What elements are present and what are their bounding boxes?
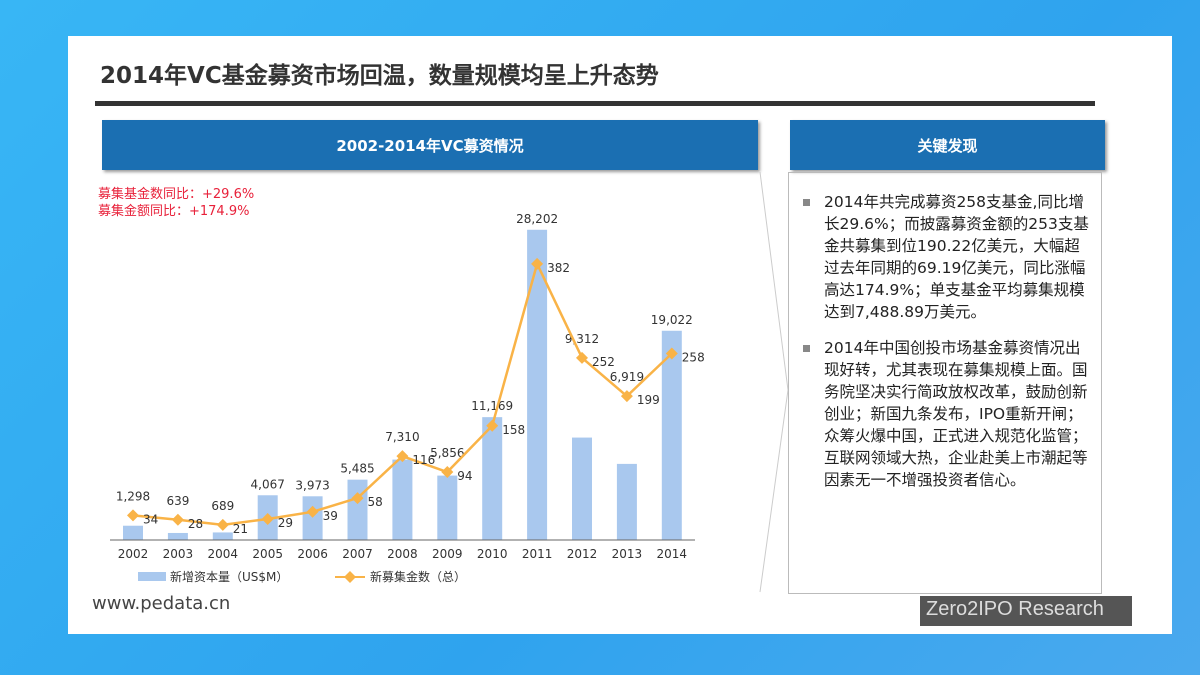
bar-label: 3,973 [295, 478, 329, 492]
bar-label: 639 [166, 494, 189, 508]
line-label: 94 [457, 469, 472, 483]
x-tick-label: 2011 [522, 547, 553, 561]
bar [347, 479, 368, 540]
line-point [531, 257, 544, 270]
finding-item: 2014年中国创投市场基金募资情况出现好转，尤其表现在募集规模上面。国务院坚决实… [801, 337, 1089, 491]
findings-box: 2014年共完成募资258支基金,同比增长29.6%；而披露募资金额的253支基… [788, 172, 1102, 594]
title-divider [95, 101, 1095, 106]
x-tick-label: 2002 [118, 547, 149, 561]
x-tick-label: 2006 [297, 547, 328, 561]
x-tick-label: 2003 [163, 547, 194, 561]
bar [437, 475, 458, 540]
source-link[interactable]: www.pedata.cn [92, 593, 231, 614]
x-tick-label: 2004 [208, 547, 239, 561]
legend-line-marker [344, 571, 356, 583]
bar-label: 28,202 [516, 212, 558, 226]
legend-bar-label: 新增资本量（US$M） [170, 569, 288, 584]
bullet-icon [803, 345, 810, 352]
bar [572, 437, 592, 540]
line-label: 34 [143, 512, 158, 526]
x-tick-label: 2007 [342, 547, 373, 561]
bar-label: 7,310 [385, 430, 419, 444]
bar [392, 459, 413, 540]
line-point [486, 419, 499, 432]
bar-label: 1,298 [116, 489, 150, 503]
legend-line-label: 新募集金数（总） [370, 569, 466, 584]
line-point [396, 450, 409, 463]
x-tick-label: 2014 [657, 547, 688, 561]
line-point [127, 509, 139, 522]
bar-label: 689 [211, 499, 234, 513]
line-point [306, 505, 319, 518]
bar [123, 525, 143, 540]
line-label: 28 [188, 517, 203, 531]
bar [302, 496, 323, 540]
note-count: 募集基金数同比：+29.6% [98, 187, 255, 202]
line-label: 382 [547, 261, 570, 275]
finding-text: 2014年中国创投市场基金募资情况出现好转，尤其表现在募集规模上面。国务院坚决实… [824, 339, 1088, 489]
bar-label: 11,169 [471, 399, 513, 413]
bar-label: 5,485 [340, 462, 374, 476]
bar-label: 5,856 [430, 446, 464, 460]
bar-label: 4,067 [251, 477, 285, 491]
bar-label: 19,022 [651, 313, 693, 327]
line-label: 116 [412, 453, 435, 467]
findings-header: 关键发现 [790, 120, 1105, 170]
growth-notes: 募集基金数同比：+29.6% 募集金额同比：+174.9% [98, 186, 254, 220]
slide-title: 2014年VC基金募资市场回温，数量规模均呈上升态势 [100, 63, 659, 89]
x-tick-label: 2009 [432, 547, 463, 561]
line-point [620, 390, 633, 403]
chart-header: 2002-2014年VC募资情况 [102, 120, 758, 170]
line-point [171, 513, 184, 526]
bar [167, 532, 188, 540]
bar [661, 330, 682, 540]
finding-text: 2014年共完成募资258支基金,同比增长29.6%；而披露募资金额的253支基… [824, 193, 1089, 321]
bullet-icon [803, 199, 810, 206]
bar [527, 229, 548, 540]
line-point [665, 347, 678, 360]
line-point [576, 351, 588, 364]
legend-bar-swatch [138, 572, 166, 581]
x-tick-label: 2012 [567, 547, 598, 561]
line-point [216, 518, 229, 531]
x-tick-label: 2005 [252, 547, 283, 561]
line-label: 21 [233, 522, 248, 536]
line-label: 258 [682, 350, 705, 364]
line-point [261, 513, 274, 526]
brand-logo: Zero2IPO Research [920, 596, 1132, 626]
finding-item: 2014年共完成募资258支基金,同比增长29.6%；而披露募资金额的253支基… [801, 191, 1089, 323]
note-amount: 募集金额同比：+174.9% [98, 204, 250, 219]
bar [212, 532, 233, 540]
line-label: 39 [323, 509, 338, 523]
x-tick-label: 2008 [387, 547, 418, 561]
bar [482, 417, 503, 540]
bar-label: 6,919 [610, 370, 644, 384]
line-label: 29 [278, 516, 293, 530]
line-label: 199 [637, 393, 660, 407]
callout-arrow [759, 171, 789, 593]
line-point [351, 492, 364, 505]
x-tick-label: 2010 [477, 547, 508, 561]
line-point [441, 466, 454, 479]
bar [616, 463, 637, 540]
line-label: 58 [368, 495, 383, 509]
x-tick-label: 2013 [612, 547, 643, 561]
line-label: 252 [592, 355, 615, 369]
line-label: 158 [502, 423, 525, 437]
